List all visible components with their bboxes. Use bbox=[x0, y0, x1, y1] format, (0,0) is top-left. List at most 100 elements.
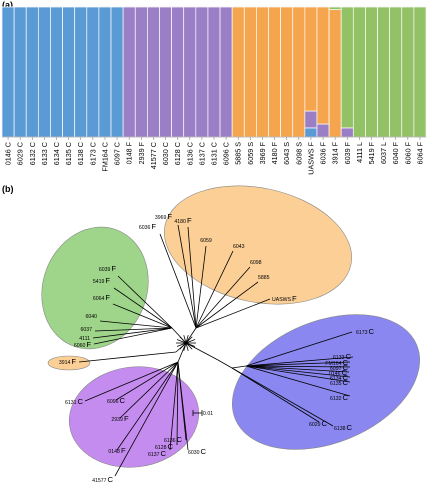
tree-branch bbox=[245, 365, 351, 378]
tree-leaf-label: 6059 bbox=[200, 238, 212, 244]
tree-leaf-label: 3914F bbox=[59, 357, 77, 366]
tree-leaf-label: 6039F bbox=[99, 264, 117, 273]
tree-branch bbox=[92, 327, 173, 339]
tree-branch bbox=[245, 365, 351, 397]
tree-branch bbox=[195, 266, 251, 329]
ellipse-purple-group bbox=[68, 366, 200, 468]
tree-branch bbox=[117, 275, 173, 329]
tree-leaf-label: 6037 bbox=[80, 327, 92, 333]
tree-branch bbox=[245, 365, 351, 383]
tree-branch bbox=[175, 342, 187, 353]
tree-branch bbox=[177, 342, 187, 363]
x-tick-label: 41577 C bbox=[149, 142, 158, 169]
tree-branch bbox=[119, 361, 179, 419]
tree-leaf-label: 6136C bbox=[164, 435, 183, 444]
bar-segment bbox=[268, 6, 281, 138]
tree-leaf-label: 6138C bbox=[334, 423, 353, 432]
tree-leaf-label: 6133C bbox=[333, 352, 352, 361]
bar-segment bbox=[377, 6, 391, 138]
x-tick-label: 5885 S bbox=[234, 142, 243, 165]
x-tick-label: 6136 C bbox=[185, 142, 194, 165]
bar-segment bbox=[316, 6, 330, 125]
x-tick-label: 6043 S bbox=[282, 142, 291, 165]
tree-leaf-label: 6040 bbox=[85, 314, 97, 320]
bar-segment bbox=[340, 127, 354, 138]
tree-branch bbox=[185, 327, 197, 344]
tree-branch bbox=[195, 298, 271, 329]
ellipse-green-group bbox=[41, 226, 149, 350]
bar-segment bbox=[304, 6, 318, 112]
tree-branch bbox=[195, 245, 207, 329]
bar-segment bbox=[86, 6, 100, 138]
tree-branch bbox=[179, 342, 187, 350]
scale-bar: 0.01 bbox=[192, 410, 213, 417]
tree-branch bbox=[94, 327, 173, 332]
tree-branch bbox=[185, 342, 219, 361]
tree-branch bbox=[245, 356, 354, 367]
x-tick-label: 6131 C bbox=[210, 142, 219, 165]
x-tick-label: 6097 C bbox=[113, 142, 122, 165]
tree-leaf-label: 6137C bbox=[148, 449, 167, 458]
x-tick-label: 6060 F bbox=[403, 141, 412, 164]
tree-branch bbox=[245, 331, 353, 367]
tree-branch bbox=[116, 361, 179, 451]
bar-segment bbox=[231, 6, 245, 138]
x-tick-label: 6138 C bbox=[76, 142, 85, 165]
tree-branch bbox=[217, 359, 233, 369]
x-tick-label: 6098 S bbox=[294, 142, 303, 165]
bar-segment bbox=[13, 6, 27, 138]
ellipse-orange-3914 bbox=[47, 355, 91, 371]
x-tick-label: 6096 C bbox=[222, 142, 231, 165]
tree-branch bbox=[187, 226, 197, 329]
bar-segment bbox=[352, 6, 366, 138]
tree-branch bbox=[84, 361, 179, 402]
x-tick-label: UASWS F bbox=[306, 141, 315, 174]
bar-segment bbox=[110, 6, 124, 138]
tree-branch bbox=[176, 361, 179, 446]
bar-segment bbox=[25, 6, 39, 138]
bar-segment bbox=[37, 6, 51, 138]
tree-leaf-label: 6131C bbox=[65, 397, 84, 406]
tree-branch bbox=[171, 327, 187, 344]
tree-branch bbox=[112, 303, 173, 329]
tree-branch bbox=[177, 361, 189, 451]
tree-leaf-label: 0148F bbox=[108, 446, 126, 455]
x-tick-label: 6137 C bbox=[197, 142, 206, 165]
tree-leaf-label: 6135C bbox=[330, 378, 349, 387]
tree-branch bbox=[185, 342, 193, 350]
tree-leaf-label: 6060F bbox=[74, 340, 92, 349]
tree-branch bbox=[177, 224, 197, 329]
bar-segment bbox=[256, 6, 269, 138]
x-tick-label: 6173 C bbox=[88, 142, 97, 165]
panel-b-label: (b) bbox=[2, 184, 14, 194]
x-tick-label: 6040 F bbox=[391, 141, 400, 164]
bar-segment bbox=[62, 6, 76, 138]
tree-branch bbox=[183, 335, 187, 344]
tree-branch bbox=[185, 339, 196, 344]
tree-leaf-label: 0146C bbox=[329, 368, 348, 377]
bar-segment bbox=[292, 6, 306, 138]
bar-segment bbox=[159, 6, 172, 138]
ellipse-blue-group bbox=[232, 314, 420, 450]
bar-segment bbox=[328, 6, 342, 10]
x-tick-label: 3969 F bbox=[258, 141, 267, 164]
tree-branches bbox=[78, 224, 354, 477]
bar-segment bbox=[74, 6, 88, 138]
x-tick-label: 6133 C bbox=[40, 142, 49, 165]
bar-segment bbox=[304, 110, 318, 129]
scale-bar-label: 0.01 bbox=[203, 411, 213, 417]
tree-branch bbox=[169, 361, 179, 451]
bar-segment bbox=[134, 6, 148, 138]
bar-segment bbox=[401, 6, 415, 138]
x-tick-label: 6039 F bbox=[343, 141, 352, 164]
bar-segment bbox=[243, 6, 257, 138]
tree-branch bbox=[179, 336, 187, 344]
tree-leaf-label: 4111 bbox=[79, 336, 90, 342]
tree-branch bbox=[177, 361, 187, 441]
tree-branch bbox=[231, 367, 334, 427]
tree-leaf-label: 41577C bbox=[92, 475, 113, 484]
tree-branch bbox=[99, 320, 173, 329]
bar-segment bbox=[328, 9, 342, 138]
bar-segment bbox=[316, 123, 330, 138]
tree-leaf-label: 5419F bbox=[93, 276, 111, 285]
